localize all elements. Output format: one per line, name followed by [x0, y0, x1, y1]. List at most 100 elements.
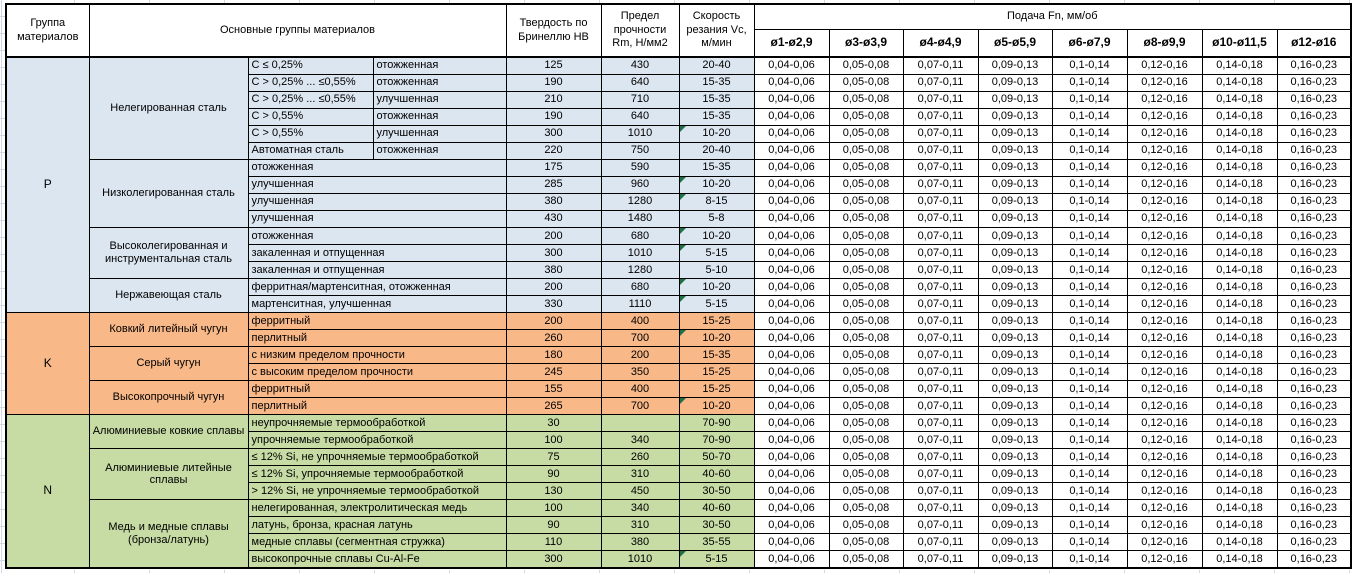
cell-feed-value[interactable]: 0,07-0,11 — [902, 533, 979, 552]
cell-family-name[interactable]: Нержавеющая сталь — [88, 277, 249, 313]
cell-feed-value[interactable]: 0,04-0,06 — [753, 192, 830, 211]
cell-feed-value[interactable]: 0,04-0,06 — [753, 90, 830, 109]
cell-feed-value[interactable]: 0,04-0,06 — [753, 141, 830, 160]
cell-feed-value[interactable]: 0,12-0,16 — [1126, 277, 1203, 296]
cell-hardness-hb[interactable]: 300 — [505, 550, 602, 569]
cell-strength-rm[interactable]: 590 — [600, 158, 680, 177]
cell-material-state[interactable]: отожженная — [372, 107, 507, 126]
header-feed[interactable]: Подача Fn, мм/об — [753, 3, 1352, 30]
cell-strength-rm[interactable]: 380 — [600, 533, 680, 552]
cell-material-desc[interactable]: с низким пределом прочности — [247, 346, 507, 365]
cell-feed-value[interactable]: 0,04-0,06 — [753, 448, 830, 467]
cell-feed-value[interactable]: 0,16-0,23 — [1276, 90, 1352, 109]
cell-feed-value[interactable]: 0,04-0,06 — [753, 260, 830, 279]
cell-feed-value[interactable]: 0,05-0,08 — [828, 431, 904, 450]
cell-strength-rm[interactable]: 1010 — [600, 243, 680, 262]
cell-feed-value[interactable]: 0,12-0,16 — [1126, 294, 1203, 313]
cell-hardness-hb[interactable]: 200 — [505, 226, 602, 245]
cell-feed-value[interactable]: 0,05-0,08 — [828, 414, 904, 433]
cell-feed-value[interactable]: 0,12-0,16 — [1126, 226, 1203, 245]
cell-feed-value[interactable]: 0,1-0,14 — [1051, 56, 1128, 75]
cell-family-name[interactable]: Серый чугун — [88, 346, 249, 382]
cell-cutting-speed-vc[interactable]: 70-90 — [678, 414, 755, 433]
cell-feed-value[interactable]: 0,12-0,16 — [1126, 550, 1203, 569]
cell-feed-value[interactable]: 0,07-0,11 — [902, 107, 979, 126]
cell-feed-value[interactable]: 0,09-0,13 — [977, 363, 1053, 382]
cell-feed-value[interactable]: 0,09-0,13 — [977, 533, 1053, 552]
cell-feed-value[interactable]: 0,07-0,11 — [902, 431, 979, 450]
cell-feed-value[interactable]: 0,1-0,14 — [1051, 90, 1128, 109]
cell-feed-value[interactable]: 0,14-0,18 — [1201, 328, 1278, 348]
cell-feed-value[interactable]: 0,07-0,11 — [902, 482, 979, 501]
cell-feed-value[interactable]: 0,09-0,13 — [977, 482, 1053, 501]
cell-cutting-speed-vc[interactable]: 5-8 — [678, 209, 755, 228]
cell-feed-value[interactable]: 0,07-0,11 — [902, 260, 979, 279]
cell-feed-value[interactable]: 0,05-0,08 — [828, 328, 904, 348]
cell-material-state[interactable]: улучшенная — [372, 90, 507, 109]
cell-feed-value[interactable]: 0,09-0,13 — [977, 277, 1053, 296]
cell-feed-value[interactable]: 0,04-0,06 — [753, 431, 830, 450]
cell-feed-value[interactable]: 0,12-0,16 — [1126, 107, 1203, 126]
cell-family-name[interactable]: Ковкий литейный чугун — [88, 311, 249, 348]
cell-feed-value[interactable]: 0,12-0,16 — [1126, 380, 1203, 399]
cell-cutting-speed-vc[interactable]: 5-15 — [678, 294, 755, 313]
cell-feed-value[interactable]: 0,07-0,11 — [902, 175, 979, 194]
cell-feed-value[interactable]: 0,05-0,08 — [828, 90, 904, 109]
cell-cutting-speed-vc[interactable]: 5-15 — [678, 550, 755, 569]
cell-strength-rm[interactable]: 310 — [600, 516, 680, 535]
cell-cutting-speed-vc[interactable]: 35-55 — [678, 533, 755, 552]
cell-feed-value[interactable]: 0,04-0,06 — [753, 107, 830, 126]
cell-feed-value[interactable]: 0,16-0,23 — [1276, 209, 1352, 228]
cell-material-desc[interactable]: улучшенная — [247, 209, 507, 228]
cell-strength-rm[interactable] — [600, 414, 680, 433]
cell-material-desc[interactable]: улучшенная — [247, 175, 507, 194]
cell-feed-value[interactable]: 0,16-0,23 — [1276, 414, 1352, 433]
cell-feed-value[interactable]: 0,14-0,18 — [1201, 226, 1278, 245]
cell-feed-value[interactable]: 0,09-0,13 — [977, 380, 1053, 399]
cell-feed-value[interactable]: 0,14-0,18 — [1201, 141, 1278, 160]
cell-feed-value[interactable]: 0,1-0,14 — [1051, 277, 1128, 296]
cell-feed-value[interactable]: 0,12-0,16 — [1126, 175, 1203, 194]
cell-carbon-content[interactable]: C ≤ 0,25% — [247, 56, 374, 75]
cell-strength-rm[interactable]: 1010 — [600, 124, 680, 143]
cell-feed-value[interactable]: 0,1-0,14 — [1051, 431, 1128, 450]
cell-feed-value[interactable]: 0,07-0,11 — [902, 141, 979, 160]
cell-feed-value[interactable]: 0,09-0,13 — [977, 141, 1053, 160]
cell-feed-value[interactable]: 0,12-0,16 — [1126, 243, 1203, 262]
cell-feed-value[interactable]: 0,04-0,06 — [753, 311, 830, 331]
cell-strength-rm[interactable]: 960 — [600, 175, 680, 194]
cell-feed-value[interactable]: 0,1-0,14 — [1051, 363, 1128, 382]
cell-feed-value[interactable]: 0,05-0,08 — [828, 209, 904, 228]
cell-feed-value[interactable]: 0,16-0,23 — [1276, 175, 1352, 194]
cell-hardness-hb[interactable]: 75 — [505, 448, 602, 467]
cell-feed-value[interactable]: 0,14-0,18 — [1201, 465, 1278, 484]
cell-feed-value[interactable]: 0,09-0,13 — [977, 328, 1053, 348]
cell-feed-value[interactable]: 0,05-0,08 — [828, 311, 904, 331]
cell-strength-rm[interactable]: 1010 — [600, 550, 680, 569]
cell-material-desc[interactable]: ферритный — [247, 311, 507, 331]
cell-feed-value[interactable]: 0,07-0,11 — [902, 124, 979, 143]
cell-feed-value[interactable]: 0,14-0,18 — [1201, 243, 1278, 262]
cell-feed-value[interactable]: 0,1-0,14 — [1051, 380, 1128, 399]
cell-feed-value[interactable]: 0,14-0,18 — [1201, 294, 1278, 313]
header-feed-d8[interactable]: ø12-ø16 — [1276, 28, 1352, 58]
cell-feed-value[interactable]: 0,09-0,13 — [977, 397, 1053, 416]
cell-feed-value[interactable]: 0,12-0,16 — [1126, 533, 1203, 552]
cell-feed-value[interactable]: 0,1-0,14 — [1051, 550, 1128, 569]
cell-group-label[interactable]: K — [5, 311, 90, 416]
cell-feed-value[interactable]: 0,12-0,16 — [1126, 73, 1203, 92]
cell-feed-value[interactable]: 0,05-0,08 — [828, 226, 904, 245]
cell-cutting-speed-vc[interactable]: 30-50 — [678, 516, 755, 535]
cell-hardness-hb[interactable]: 125 — [505, 56, 602, 75]
cell-family-name[interactable]: Медь и медные сплавы (бронза/латунь) — [88, 499, 249, 569]
cell-feed-value[interactable]: 0,14-0,18 — [1201, 431, 1278, 450]
cell-feed-value[interactable]: 0,1-0,14 — [1051, 346, 1128, 365]
cell-strength-rm[interactable]: 640 — [600, 73, 680, 92]
cell-feed-value[interactable]: 0,07-0,11 — [902, 380, 979, 399]
cell-feed-value[interactable]: 0,07-0,11 — [902, 550, 979, 569]
cell-hardness-hb[interactable]: 200 — [505, 311, 602, 331]
cell-feed-value[interactable]: 0,14-0,18 — [1201, 209, 1278, 228]
cell-cutting-speed-vc[interactable]: 15-35 — [678, 346, 755, 365]
cell-material-desc[interactable]: ферритная/мартенситная, отожженная — [247, 277, 507, 296]
cell-feed-value[interactable]: 0,05-0,08 — [828, 175, 904, 194]
